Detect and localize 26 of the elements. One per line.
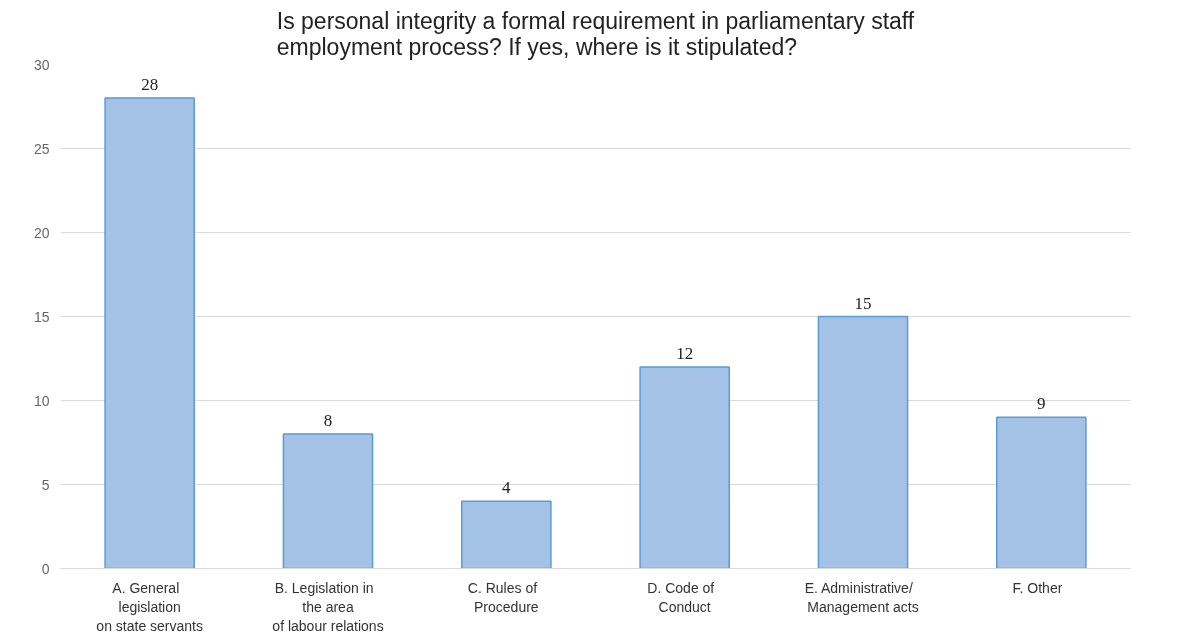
x-tick-label: E. Administrative/ Management acts [804,579,919,615]
chart-title: Is personal integrity a formal requirement in parliamentary staff employment process? If yes, where is it stipulated? [276,7,915,60]
y-tick-label: 30 [33,56,50,73]
x-tick-label: F. Other [1012,579,1063,596]
data-label: 28 [141,75,159,95]
data-label: 12 [676,343,694,363]
bar [282,433,374,569]
y-tick-label: 15 [33,308,50,325]
data-label: 15 [854,293,872,313]
y-tick-label: 0 [41,560,50,577]
x-tick-label: A. General legislation on state servants [96,579,203,634]
y-tick-label: 5 [41,476,50,493]
y-tick-label: 20 [33,224,50,241]
data-label: 4 [502,478,512,498]
bar [639,366,730,569]
x-tick-label: B. Legislation in the area of labour relations [272,579,384,634]
bar [996,416,1087,569]
bar [817,315,909,569]
data-label: 9 [1037,394,1046,414]
x-tick-label: C. Rules of Procedure [467,579,539,615]
x-tick-label: D. Code of Conduct [647,579,715,615]
y-tick-label: 25 [33,140,50,157]
y-tick-label: 10 [33,392,50,409]
bar [104,97,195,569]
bar [461,500,552,569]
data-label: 8 [323,411,333,431]
